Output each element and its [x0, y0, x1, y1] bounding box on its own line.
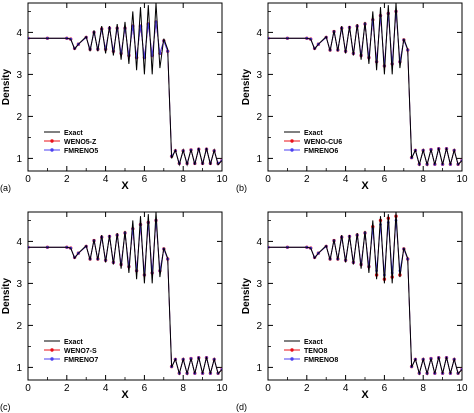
x-tick-label: 4: [103, 383, 109, 394]
x-tick-label: 10: [216, 174, 228, 185]
x-tick-label: 8: [420, 174, 426, 185]
legend-marker: [50, 348, 54, 352]
x-tick-label: 10: [216, 383, 228, 394]
x-tick-label: 4: [103, 174, 109, 185]
x-tick-label: 0: [265, 383, 271, 394]
series-line-exact: [268, 3, 462, 167]
y-tick-label: 4: [256, 237, 262, 248]
x-tick-label: 4: [343, 174, 349, 185]
panel-label: (d): [236, 402, 247, 412]
y-axis-label: Density: [241, 278, 252, 315]
legend-label: TENO8: [304, 348, 327, 355]
plot-frame: [27, 211, 223, 381]
panel-label: (a): [0, 183, 11, 193]
x-tick-label: 0: [265, 174, 271, 185]
legend-label: FMRENO7: [64, 357, 98, 364]
y-tick-label: 2: [16, 321, 22, 332]
x-tick-label: 2: [304, 383, 310, 394]
legend-marker: [290, 148, 294, 152]
legend-label: Exact: [64, 130, 83, 137]
series-line-exact: [28, 212, 222, 376]
legend-label: WENO7-S: [64, 348, 97, 355]
legend-label: Exact: [304, 130, 323, 137]
y-axis-label: Density: [241, 69, 252, 106]
x-tick-label: 2: [64, 174, 70, 185]
panel-label: (c): [0, 402, 11, 412]
data-area: [28, 212, 222, 376]
x-tick-label: 2: [64, 383, 70, 394]
x-tick-label: 6: [142, 174, 148, 185]
x-tick-label: 0: [25, 383, 31, 394]
panel-label: (b): [236, 183, 247, 193]
legend-marker: [50, 148, 54, 152]
legend-label: FMRENO5: [64, 148, 98, 155]
y-tick-label: 2: [16, 112, 22, 123]
legend: Exact WENO5-Z FMRENO5: [44, 130, 98, 155]
y-tick-label: 2: [256, 112, 262, 123]
y-tick-label: 3: [256, 70, 262, 81]
y-tick-label: 4: [16, 237, 22, 248]
plot-frame: [267, 211, 463, 381]
legend: Exact WENO7-S FMRENO7: [44, 339, 98, 364]
x-tick-label: 6: [382, 383, 388, 394]
legend: Exact WENO-CU6 FMRENO6: [284, 130, 342, 155]
x-tick-label: 0: [25, 174, 31, 185]
legend-label: Exact: [304, 339, 323, 346]
y-tick-label: 2: [256, 321, 262, 332]
legend-label: FMRENO6: [304, 148, 338, 155]
x-tick-label: 8: [180, 174, 186, 185]
panel-b: 0 2 4 6 8 101234XDensity(b)ExactWENO-CU6FMREN…: [236, 2, 468, 193]
legend: Exact TENO8 FMRENO8: [284, 339, 338, 364]
y-tick-label: 3: [16, 70, 22, 81]
y-tick-label: 3: [256, 279, 262, 290]
y-tick-label: 3: [16, 279, 22, 290]
x-tick-label: 10: [456, 383, 468, 394]
y-axis-label: Density: [1, 69, 12, 106]
x-axis-label: X: [121, 180, 129, 192]
legend-label: WENO-CU6: [304, 139, 342, 146]
x-tick-label: 6: [382, 174, 388, 185]
y-tick-label: 4: [16, 28, 22, 39]
y-tick-label: 1: [16, 363, 22, 374]
y-tick-label: 1: [256, 154, 262, 165]
data-area: [268, 212, 462, 376]
legend-marker: [290, 139, 294, 143]
x-tick-label: 6: [142, 383, 148, 394]
legend-label: Exact: [64, 339, 83, 346]
y-axis-label: Density: [1, 278, 12, 315]
x-tick-label: 2: [304, 174, 310, 185]
legend-label: FMRENO8: [304, 357, 338, 364]
series-line-fmreno5: [28, 21, 222, 166]
x-tick-label: 8: [180, 383, 186, 394]
plot-frame: [267, 2, 463, 172]
x-axis-label: X: [361, 180, 369, 192]
x-tick-label: 4: [343, 383, 349, 394]
legend-marker: [290, 357, 294, 361]
x-axis-label: X: [121, 389, 129, 401]
legend-marker: [50, 139, 54, 143]
legend-label: WENO5-Z: [64, 139, 97, 146]
data-area: [268, 3, 462, 167]
legend-marker: [290, 348, 294, 352]
x-tick-label: 10: [456, 174, 468, 185]
x-axis-label: X: [361, 389, 369, 401]
y-tick-label: 1: [16, 154, 22, 165]
x-tick-label: 8: [420, 383, 426, 394]
series-line-weno5-z: [28, 21, 222, 166]
y-tick-label: 1: [256, 363, 262, 374]
data-area: [28, 3, 222, 167]
series-line-exact: [28, 3, 222, 167]
series-line-exact: [268, 212, 462, 376]
y-tick-label: 4: [256, 28, 262, 39]
panel-c: 0 2 4 6 8 101234XDensity(c)ExactWENO7-SFMRENO…: [0, 211, 228, 412]
panel-a: 0 2 4 6 8 101234XDensity(a)ExactWENO5-ZFMRENO…: [0, 2, 228, 193]
legend-marker: [50, 357, 54, 361]
